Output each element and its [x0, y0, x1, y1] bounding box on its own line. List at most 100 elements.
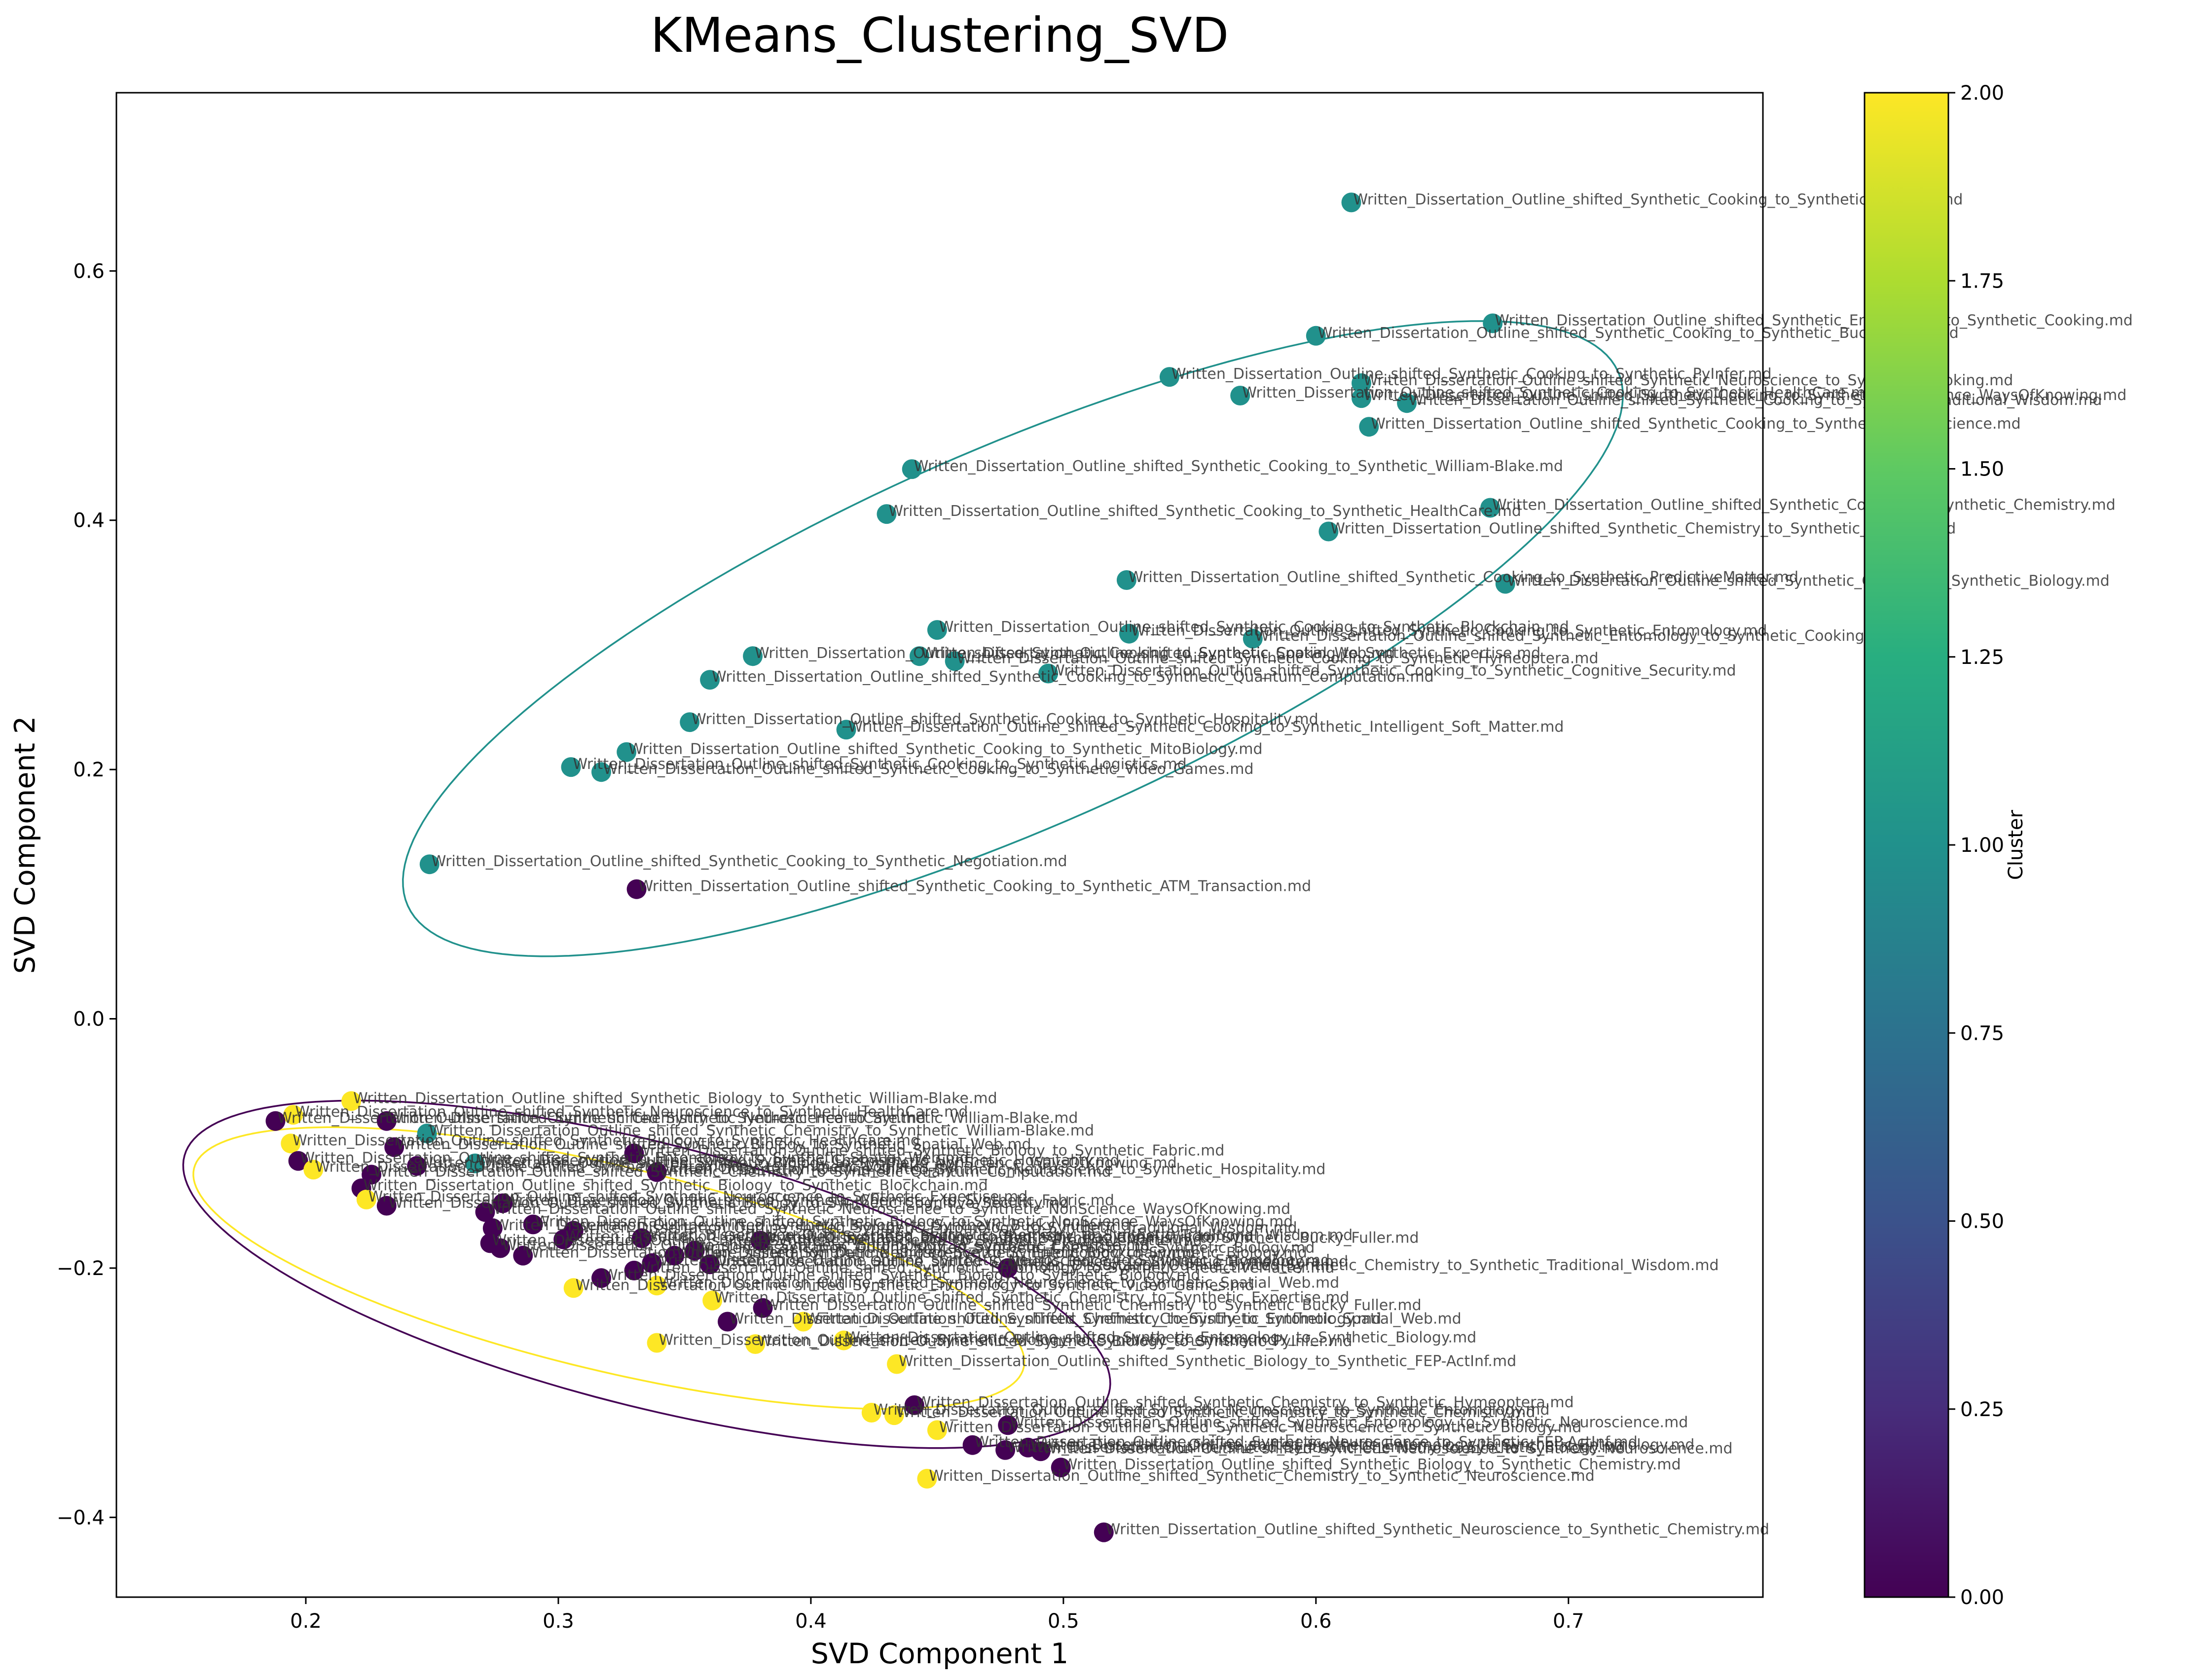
scatter-point [680, 712, 700, 732]
scatter-point [1230, 386, 1250, 405]
point-label: Written_Dissertation_Outline_shifted_Syn… [1354, 191, 1963, 208]
colorbar-ticks: 0.00 0.25 0.50 0.75 1.00 1.25 1.50 1.75 2.00 [1948, 82, 2004, 1609]
scatter-point [417, 1124, 437, 1143]
point-label: Written_Dissertation_Outline_shifted_Syn… [957, 650, 1599, 667]
scatter-point [631, 1228, 652, 1248]
point-label: Written_Dissertation_Outline_shifted_Syn… [939, 1419, 1581, 1436]
scatter-point [753, 1298, 773, 1318]
cluster-ellipses [182, 320, 1624, 1449]
point-label: Written_Dissertation_Outline_shifted_Syn… [1007, 1439, 1625, 1456]
point-label: Written_Dissertation_Outline_shifted_Syn… [1318, 325, 1959, 342]
point-label: Written_Dissertation_Outline_shifted_Syn… [896, 1404, 1536, 1421]
colorbar-tick-label: 1.25 [1960, 646, 2004, 669]
point-label: Written_Dissertation_Outline_shifted_Syn… [1131, 622, 1767, 640]
colorbar-tick-label: 0.00 [1960, 1586, 2004, 1609]
scatter-point [356, 1189, 376, 1209]
cluster-0-ellipse [182, 1099, 1111, 1449]
scatter-point [1495, 574, 1515, 594]
point-label: Written_Dissertation_Outline_shifted_Syn… [565, 1228, 1253, 1245]
scatter-point [624, 1260, 644, 1280]
point-labels: Written_Dissertation_Outline_shifted_Syn… [278, 191, 2133, 1538]
scatter-point [647, 1276, 667, 1296]
point-label: Written_Dissertation_Outline_shifted_Syn… [1043, 1440, 1733, 1457]
colorbar-gradient [1864, 92, 1949, 1598]
point-label: Written_Dissertation_Outline_shifted_Syn… [763, 1229, 1419, 1246]
scatter-point [902, 459, 922, 479]
scatter-point [945, 651, 965, 671]
point-label: Written_Dissertation_Outline_shifted_Syn… [364, 1177, 988, 1194]
y-tick-label: 0.0 [73, 1008, 105, 1031]
scatter-point [1352, 388, 1371, 408]
point-label: Written_Dissertation_Outline_shifted_Syn… [696, 1240, 1315, 1257]
chart-title: KMeans_Clustering_SVD [651, 7, 1229, 63]
y-tick-label: 0.4 [73, 510, 105, 532]
point-label: Written_Dissertation_Outline_shifted_Syn… [654, 1252, 1330, 1269]
point-label: Written_Dissertation_Outline_shifted_Syn… [487, 1201, 1291, 1218]
point-label: Written_Dissertation_Outline_shifted_Syn… [373, 1163, 1111, 1180]
scatter-points [265, 192, 1515, 1542]
point-label: Written_Dissertation_Outline_shifted_Syn… [846, 1329, 1477, 1347]
colorbar-tick-label: 0.75 [1960, 1022, 2004, 1045]
scatter-point [1352, 373, 1371, 393]
point-label: Written_Dissertation_Outline_shifted_Syn… [636, 1259, 1335, 1277]
scatter-point [642, 1253, 662, 1273]
y-tick-label: −0.4 [57, 1506, 105, 1529]
point-label: Written_Dissertation_Outline_shifted_Syn… [1010, 1257, 1719, 1274]
x-tick-label: 0.6 [1300, 1610, 1332, 1633]
scatter-point [1030, 1441, 1051, 1461]
point-label: Written_Dissertation_Outline_shifted_Syn… [848, 718, 1564, 735]
point-label: Written_Dissertation_Outline_shifted_Syn… [659, 1274, 1340, 1291]
point-label: Written_Dissertation_Outline_shifted_Syn… [295, 1103, 968, 1121]
point-label: Written_Dissertation_Outline_shifted_Syn… [429, 1122, 1094, 1139]
scatter-point [490, 1238, 511, 1258]
scatter-point [617, 742, 637, 762]
x-tick-label: 0.4 [795, 1610, 827, 1633]
scatter-point [793, 1312, 813, 1332]
point-label: Written_Dissertation_Outline_shifted_Syn… [714, 1289, 1349, 1307]
point-label: Written_Dissertation_Outline_shifted_Syn… [765, 1297, 1422, 1314]
scatter-point [288, 1151, 308, 1171]
point-label: Written_Dissertation_Outline_shifted_Syn… [628, 741, 1262, 758]
scatter-point [376, 1111, 397, 1131]
point-label: Written_Dissertation_Outline_shifted_Syn… [603, 761, 1254, 778]
point-label: Written_Dissertation_Outline_shifted_Syn… [1330, 520, 1956, 538]
scatter-point [750, 1231, 770, 1251]
scatter-point [1359, 417, 1379, 437]
scatter-point [887, 1354, 907, 1374]
scatter-point [553, 1229, 574, 1249]
scatter-point [283, 1105, 303, 1125]
point-label: Written_Dissertation_Outline_shifted_Syn… [755, 645, 1395, 662]
point-label: Written_Dissertation_Outline_shifted_Syn… [278, 1110, 926, 1127]
point-label: Written_Dissertation_Outline_shifted_Syn… [432, 853, 1067, 870]
scatter-point [281, 1133, 301, 1154]
point-label: Written_Dissertation_Outline_shifted_Syn… [676, 1244, 1307, 1262]
colorbar-label: Cluster [2005, 809, 2027, 880]
point-label: Written_Dissertation_Outline_shifted_Syn… [1495, 312, 2133, 329]
point-label: Written_Dissertation_Outline_shifted_Syn… [603, 1267, 1200, 1284]
x-tick-label: 0.2 [290, 1610, 322, 1633]
scatter-point [563, 1278, 584, 1298]
scatter-point [493, 1193, 513, 1213]
scatter-point [664, 1245, 685, 1266]
scatter-point [465, 1153, 485, 1173]
scatter-point [700, 1254, 720, 1275]
point-label: Written_Dissertation_Outline_shifted_Syn… [692, 711, 1318, 728]
point-label: Written_Dissertation_Outline_shifted_Syn… [389, 1195, 1069, 1212]
scatter-point [1116, 570, 1136, 590]
scatter-point [1243, 628, 1263, 649]
point-label: Written_Dissertation_Outline_shifted_Syn… [389, 1110, 1078, 1127]
scatter-point [836, 720, 856, 740]
point-label: Written_Dissertation_Outline_shifted_Syn… [368, 1188, 1028, 1205]
point-label: Written_Dissertation_Outline_shifted_Syn… [492, 1232, 1203, 1249]
scatter-point [685, 1241, 705, 1261]
scatter-point [700, 670, 720, 690]
point-label: Written_Dissertation_Outline_shifted_Syn… [1171, 365, 1772, 383]
point-label: Written_Dissertation_Outline_shifted_Syn… [889, 503, 1521, 520]
scatter-point [927, 620, 947, 640]
scatter-point [1341, 192, 1361, 213]
scatter-point [1318, 521, 1339, 542]
scatter-point [523, 1214, 543, 1235]
x-tick-label: 0.5 [1048, 1610, 1079, 1633]
point-label: Written_Dissertation_Outline_shifted_Syn… [1492, 497, 2116, 514]
